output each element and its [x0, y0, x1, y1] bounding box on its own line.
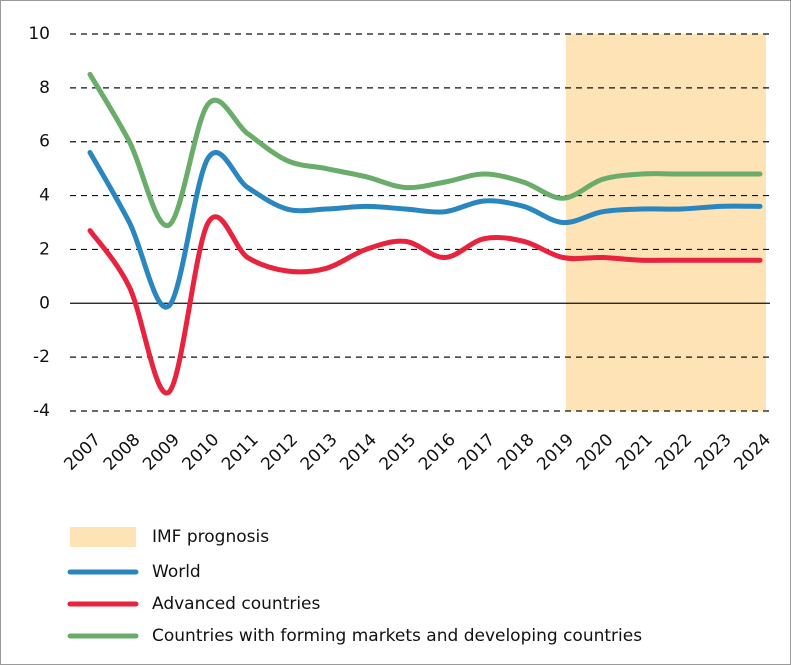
x-tick-label: 2010 [179, 430, 224, 475]
y-tick-label: 0 [39, 293, 50, 313]
legend-label: Advanced countries [152, 594, 321, 614]
y-tick-label: -4 [33, 401, 50, 421]
x-tick-label: 2019 [533, 430, 578, 475]
x-tick-label: 2012 [257, 430, 302, 475]
legend-label: World [152, 562, 201, 582]
x-tick-label: 2014 [336, 430, 381, 475]
x-tick-label: 2017 [454, 430, 499, 475]
x-tick-label: 2009 [139, 430, 184, 475]
y-tick-label: 8 [39, 78, 50, 98]
legend-swatch [70, 527, 136, 547]
x-tick-label: 2016 [415, 430, 460, 475]
legend-label: IMF prognosis [152, 527, 269, 547]
x-tick-label: 2020 [573, 430, 618, 475]
series-line [87, 149, 763, 310]
x-tick-label: 2015 [376, 430, 421, 475]
x-tick-label: 2023 [691, 430, 736, 475]
prognosis-band [565, 34, 766, 411]
series-line [87, 71, 763, 228]
y-tick-label: 10 [28, 24, 50, 44]
x-tick-label: 2008 [100, 430, 145, 475]
y-tick-label: 6 [39, 132, 50, 152]
y-tick-label: 4 [39, 186, 50, 206]
legend-label: Countries with forming markets and devel… [152, 626, 642, 646]
x-tick-label: 2011 [218, 430, 263, 475]
series-line [87, 214, 763, 396]
y-tick-label: -2 [33, 347, 50, 367]
x-tick-label: 2007 [60, 430, 105, 475]
x-tick-label: 2013 [297, 430, 342, 475]
x-tick-label: 2021 [612, 430, 657, 475]
y-tick-label: 2 [39, 239, 50, 259]
x-tick-label: 2022 [652, 430, 697, 475]
x-tick-label: 2024 [730, 430, 775, 475]
x-tick-label: 2018 [494, 430, 539, 475]
